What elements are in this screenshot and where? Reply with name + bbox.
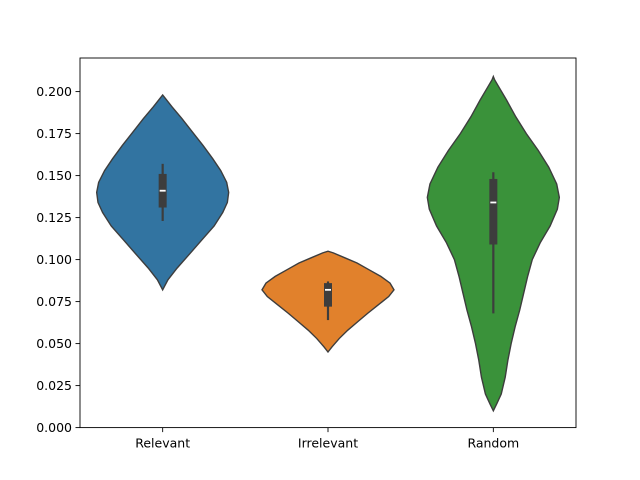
box-group [158,163,498,321]
y-tick-label: 0.000 [36,420,72,435]
y-tick-label: 0.025 [36,378,72,393]
y-tick-label: 0.050 [36,336,72,351]
y-axis: 0.000 0.025 0.050 0.075 0.100 0.125 0.150 0.175… [36,84,80,435]
y-tick-label: 0.150 [36,168,72,183]
iqr-box-random [489,178,498,245]
y-tick-label: 0.200 [36,84,72,99]
x-tick-label-random: Random [467,436,519,451]
y-tick-label: 0.075 [36,294,72,309]
iqr-box-irrelevant [324,283,332,307]
y-tick-label: 0.100 [36,252,72,267]
plot-frame [79,57,577,429]
y-tick-label: 0.175 [36,126,72,141]
x-tick-label-relevant: Relevant [135,436,190,451]
x-tick-label-irrelevant: Irrelevant [298,436,358,451]
x-axis: Relevant Irrelevant Random [135,427,519,451]
y-tick-label: 0.125 [36,210,72,225]
